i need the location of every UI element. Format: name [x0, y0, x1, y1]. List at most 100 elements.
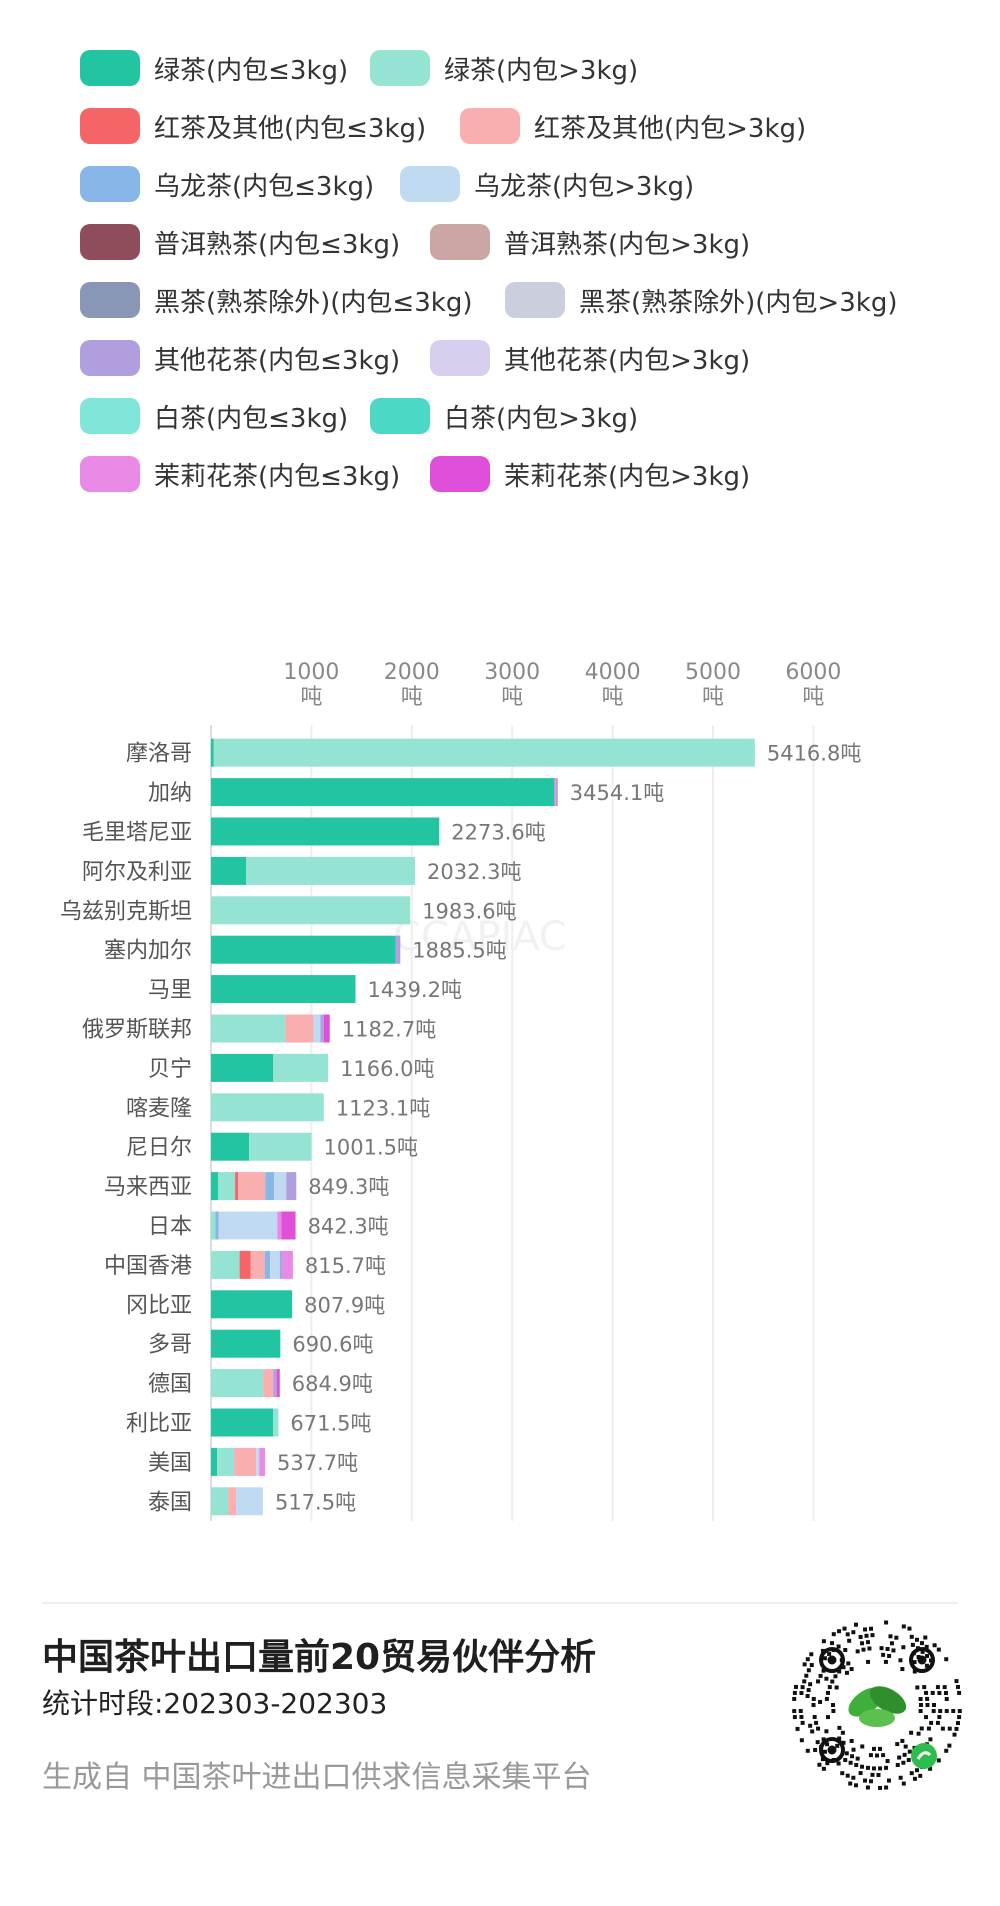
bar-total-label: 2032.3吨 [427, 860, 521, 884]
bar-segment [211, 1290, 293, 1319]
mini-program-badge-icon [911, 1743, 937, 1769]
y-category-label: 利比亚 [126, 1412, 192, 1437]
bar-total-label: 807.9吨 [304, 1293, 385, 1317]
y-category-label: 乌兹别克斯坦 [60, 899, 192, 924]
legend-swatch [80, 282, 140, 318]
legend-label: 黑茶(熟茶除外)(内包≤3kg) [154, 287, 473, 318]
legend-label: 乌龙茶(内包≤3kg) [154, 171, 375, 202]
bar-total-label: 671.5吨 [290, 1412, 371, 1436]
legend-label: 普洱熟茶(内包>3kg) [504, 229, 751, 260]
bar-segment [234, 1447, 257, 1476]
legend-swatch [80, 398, 140, 434]
x-tick-label: 吨 [300, 685, 322, 710]
legend-item[interactable]: 红茶及其他(内包≤3kg) [80, 106, 426, 146]
x-tick-label: 吨 [602, 685, 624, 710]
bar-segment [211, 975, 356, 1004]
legend-label: 茉莉花茶(内包>3kg) [504, 461, 751, 492]
legend-item[interactable]: 其他花茶(内包≤3kg) [80, 338, 400, 378]
bar-total-label: 1001.5吨 [324, 1136, 418, 1160]
legend-item[interactable]: 绿茶(内包≤3kg) [80, 48, 348, 88]
legend-item[interactable]: 黑茶(熟茶除外)(内包>3kg) [505, 280, 897, 320]
legend: 绿茶(内包≤3kg) 绿茶(内包>3kg) 红茶及其他(内包≤3kg) 红茶及其他(内… [0, 0, 1000, 520]
y-category-label: 马里 [148, 978, 192, 1003]
legend-item[interactable]: 茉莉花茶(内包>3kg) [430, 454, 750, 494]
legend-item[interactable]: 乌龙茶(内包>3kg) [400, 164, 694, 204]
bar-total-label: 1983.6吨 [422, 899, 516, 923]
legend-swatch [80, 224, 140, 260]
legend-swatch [460, 108, 520, 144]
y-category-label: 多哥 [148, 1333, 192, 1358]
y-category-label: 冈比亚 [126, 1293, 192, 1318]
bar-segment [555, 778, 558, 807]
legend-item[interactable]: 普洱熟茶(内包≤3kg) [80, 222, 400, 262]
bar-segment [211, 817, 440, 846]
legend-item[interactable]: 黑茶(熟茶除外)(内包≤3kg) [80, 280, 472, 320]
bar-total-label: 537.7吨 [277, 1451, 358, 1475]
bar-segment [239, 1250, 251, 1279]
legend-item[interactable]: 白茶(内包≤3kg) [80, 396, 348, 436]
y-category-label: 阿尔及利亚 [82, 860, 192, 885]
legend-item[interactable]: 乌龙茶(内包≤3kg) [80, 164, 374, 204]
legend-item[interactable]: 白茶(内包>3kg) [370, 396, 638, 436]
bar-segment [218, 1211, 278, 1240]
bar-segment [323, 1014, 330, 1043]
legend-item[interactable]: 绿茶(内包>3kg) [370, 48, 638, 88]
y-category-label: 俄罗斯联邦 [82, 1018, 192, 1043]
bar-total-label: 2273.6吨 [451, 821, 545, 845]
legend-label: 普洱熟茶(内包≤3kg) [154, 229, 401, 260]
legend-label: 绿茶(内包≤3kg) [154, 55, 349, 86]
x-tick-label: 5000 [685, 660, 741, 685]
bar-segment [264, 1250, 271, 1279]
legend-label: 白茶(内包>3kg) [444, 403, 639, 434]
legend-item[interactable]: 其他花茶(内包>3kg) [430, 338, 750, 378]
bar-segment [554, 778, 556, 807]
mini-program-symbol-icon [916, 1751, 932, 1760]
bar-segment [211, 1132, 250, 1161]
legend-swatch [430, 456, 490, 492]
bar-segment [211, 1487, 229, 1516]
legend-swatch [430, 224, 490, 260]
y-category-label: 摩洛哥 [126, 742, 192, 767]
bar-chart: CCAPIAC1000吨2000吨3000吨4000吨5000吨6000吨摩洛哥… [60, 660, 861, 1521]
y-category-label: 德国 [148, 1372, 192, 1397]
y-category-label: 日本 [148, 1215, 192, 1240]
watermark: CCAPIAC [393, 914, 567, 960]
legend-label: 黑茶(熟茶除外)(内包>3kg) [579, 287, 898, 318]
page-title: 中国茶叶出口量前20贸易伙伴分析 [42, 1637, 597, 1678]
bar-total-label: 1166.0吨 [340, 1057, 434, 1081]
bar-segment [211, 1408, 274, 1437]
bar-total-label: 3454.1吨 [570, 781, 664, 805]
legend-swatch [400, 166, 460, 202]
bar-segment [211, 1211, 216, 1240]
bar-segment [273, 1408, 279, 1437]
bar-segment [259, 1447, 265, 1476]
bar-segment [277, 1211, 282, 1240]
mini-program-qr-code[interactable] [792, 1620, 962, 1790]
legend-label: 乌龙茶(内包>3kg) [474, 171, 695, 202]
bar-segment [250, 1250, 265, 1279]
bar-segment [282, 1250, 293, 1279]
legend-swatch [430, 340, 490, 376]
bar-total-label: 5416.8吨 [767, 742, 861, 766]
legend-item[interactable]: 红茶及其他(内包>3kg) [460, 106, 806, 146]
y-category-label: 泰国 [148, 1490, 192, 1515]
legend-swatch [370, 398, 430, 434]
bar-total-label: 690.6吨 [292, 1333, 373, 1357]
legend-item[interactable]: 普洱熟茶(内包>3kg) [430, 222, 750, 262]
bar-segment [279, 1250, 283, 1279]
legend-label: 其他花茶(内包>3kg) [504, 345, 751, 376]
y-category-label: 马来西亚 [104, 1175, 192, 1200]
bar-segment [276, 1369, 280, 1398]
bar-segment [211, 1093, 324, 1122]
legend-swatch [80, 50, 140, 86]
legend-item[interactable]: 茉莉花茶(内包≤3kg) [80, 454, 400, 494]
bar-total-label: 815.7吨 [305, 1254, 386, 1278]
x-tick-label: 3000 [484, 660, 540, 685]
legend-label: 红茶及其他(内包>3kg) [534, 113, 807, 144]
bar-total-label: 517.5吨 [275, 1490, 356, 1514]
bar-segment [246, 856, 416, 885]
legend-swatch [80, 456, 140, 492]
bar-segment [211, 1172, 219, 1201]
y-category-label: 塞内加尔 [104, 939, 192, 964]
bar-segment [211, 778, 555, 807]
